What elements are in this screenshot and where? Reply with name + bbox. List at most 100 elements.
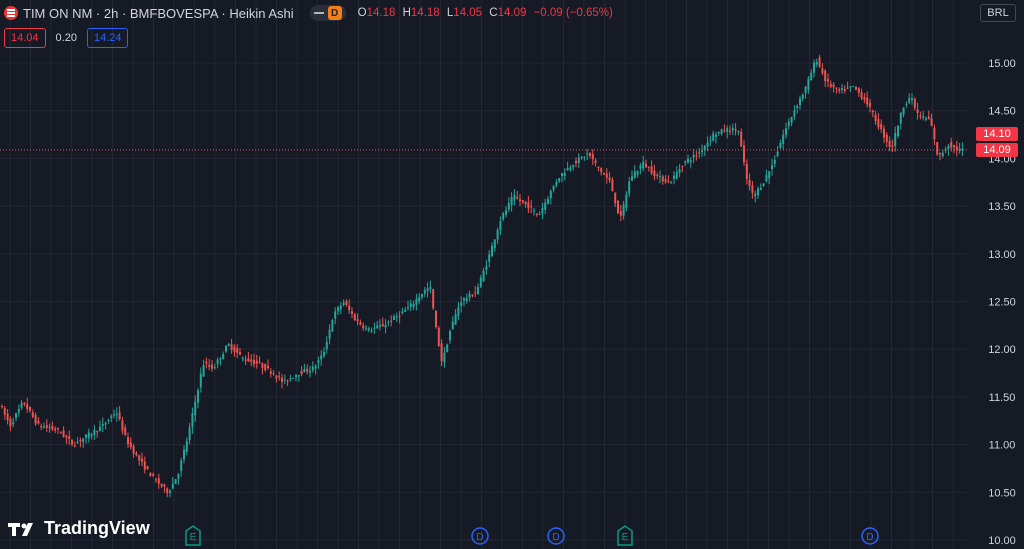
earnings-event-marker[interactable]: E [185,525,201,546]
candle-body [93,429,96,436]
candle [57,427,59,434]
candle-body [619,211,622,216]
candle [205,357,208,369]
candle-body [180,460,183,472]
candle [339,301,342,315]
candle [841,84,843,94]
candle-body [600,168,603,173]
candle [664,175,667,184]
close-label: C [489,7,498,19]
dividend-event-marker[interactable]: D [471,527,489,545]
candle-body [395,316,398,318]
candle-body [348,305,351,311]
candle [393,314,395,321]
candle-body [801,94,804,99]
candle [20,400,23,411]
candle-body [9,418,12,427]
candle [737,130,740,136]
candle [827,73,829,88]
candle [908,93,911,105]
market-status-pill[interactable]: D [309,5,346,21]
candle-body [141,458,143,462]
candle [269,368,272,378]
candle [734,123,737,136]
candle-body [225,346,227,352]
candle-body [555,181,558,186]
dividend-event-marker[interactable]: D [547,527,565,545]
candle [768,170,771,185]
candle [15,412,17,422]
candle-body [247,358,250,362]
candle-body [325,341,328,350]
candle-body [656,175,659,177]
candle [68,430,71,445]
candle [155,477,157,483]
tradingview-logo-icon [8,522,33,536]
candle [90,432,93,440]
candle-body [743,145,745,163]
candle [589,152,591,159]
candle [474,285,477,297]
dividend-event-marker[interactable]: D [861,527,879,545]
symbol-title[interactable]: TIM ON NM · 2h · BMFBOVESPA · Heikin Ash… [23,5,294,21]
candle [85,434,87,444]
candle-body [345,301,348,305]
tradingview-logo[interactable]: TradingView [8,518,150,539]
candle-body [320,355,323,360]
currency-button[interactable]: BRL [980,4,1016,22]
candle-body [880,123,883,130]
price-axis[interactable]: 15.0014.5014.0013.5013.0012.5012.0011.50… [988,58,1016,547]
candle-body [552,185,555,190]
candle-body [244,359,247,361]
candle-body [538,213,541,215]
candle-body [535,213,538,215]
indicator-upper-value[interactable]: 14.24 [86,28,129,48]
candle-body [902,107,905,115]
candle-body [138,455,141,461]
candle-body [499,221,502,230]
candle [230,338,233,354]
candle-body [605,173,608,178]
candle-body [418,297,421,302]
candle [723,124,726,133]
earnings-event-marker[interactable]: E [617,525,633,546]
candle-body [647,166,650,168]
indicator-lower-value[interactable]: 14.04 [4,28,46,48]
candle-body [474,292,477,294]
candle-body [661,176,664,182]
candle-body [799,98,801,106]
candle-body [891,145,894,147]
candle [639,162,642,175]
candle-body [253,359,255,365]
candle [73,441,76,448]
candle [631,170,633,181]
candle-body [645,163,647,168]
candle-body [85,434,87,438]
candle [454,309,457,326]
candle-body [390,320,393,322]
candle-body [737,130,740,133]
candle-body [393,316,395,320]
candle-body [720,129,723,134]
candle-body [6,413,9,421]
candle-body [930,118,933,127]
candle-body [757,188,759,196]
candle-body [367,328,370,331]
candle-body [289,378,292,380]
candle-body [423,290,426,294]
indicator-legend: 14.04 0.20 14.24 [4,28,129,48]
candle-body [941,152,944,157]
candle-body [580,156,583,158]
candle-body [465,298,468,301]
candle [712,130,715,142]
candle-body [650,166,653,174]
candle [132,443,135,458]
candle-body [871,110,874,113]
candle [701,144,703,157]
candle-body [337,307,339,312]
candle [776,146,779,158]
candle-body [43,426,45,428]
candle-body [96,431,99,433]
candle-body [250,359,253,362]
